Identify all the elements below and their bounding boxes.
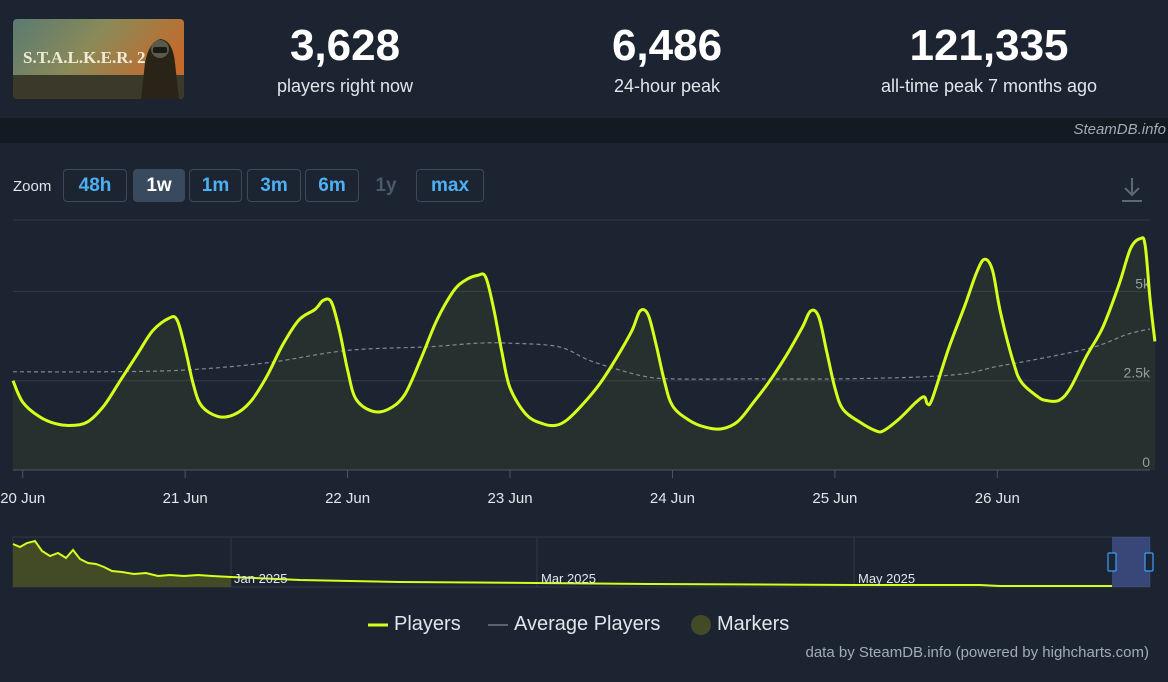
- zoom-1y-button: 1y: [375, 175, 397, 196]
- legend-markers-swatch: [691, 614, 711, 635]
- current-players-value: 3,628: [289, 21, 401, 70]
- zoom-label: Zoom: [13, 178, 52, 195]
- game-capsule-image[interactable]: S.T.A.L.K.E.R. 2: [13, 19, 184, 99]
- navigator-label-mar: Mar 2025: [541, 571, 596, 586]
- navigator-label-may: May 2025: [858, 571, 915, 586]
- x-tick-label-4: 24 Jun: [650, 490, 695, 507]
- navigator-line: [12, 539, 1112, 587]
- all-time-peak-value: 121,335: [909, 21, 1069, 70]
- zoom-3m-button[interactable]: 3m: [247, 169, 301, 202]
- 24h-peak-label: 24-hour peak: [613, 76, 721, 96]
- stat-current-players: 3,628 players right now: [260, 22, 430, 98]
- navigator-handle-left[interactable]: [1107, 552, 1117, 572]
- game-logo-text: S.T.A.L.K.E.R. 2: [23, 48, 146, 67]
- legend-average-players[interactable]: Average Players: [488, 613, 660, 636]
- legend-players-swatch: [368, 623, 388, 627]
- x-axis: 20 Jun 21 Jun 22 Jun 23 Jun 24 Jun 25 Jun 26 J…: [0, 470, 1020, 507]
- chart-credit[interactable]: data by SteamDB.info (powered by highcha…: [805, 644, 1150, 661]
- legend-average-swatch: [488, 624, 508, 626]
- y-tick-label-0: 0: [1142, 454, 1150, 470]
- x-tick-label-6: 26 Jun: [975, 490, 1020, 507]
- x-tick-label-5: 25 Jun: [812, 490, 857, 507]
- legend-average-label: Average Players: [514, 613, 661, 635]
- zoom-48h-button[interactable]: 48h: [63, 169, 127, 202]
- current-players-label: players right now: [276, 76, 414, 96]
- download-icon[interactable]: [1120, 176, 1144, 204]
- stat-all-time-peak: 121,335 all-time peak 7 months ago: [869, 22, 1109, 98]
- x-tick-label-0: 20 Jun: [0, 490, 45, 507]
- all-time-peak-label: all-time peak 7 months ago: [880, 76, 1098, 96]
- game-capsule-art: S.T.A.L.K.E.R. 2: [13, 19, 184, 99]
- header: S.T.A.L.K.E.R. 2 3,628 players right now…: [0, 0, 1168, 118]
- 24h-peak-value: 6,486: [611, 21, 723, 70]
- x-tick-label-2: 22 Jun: [325, 490, 370, 507]
- stat-24h-peak: 6,486 24-hour peak: [582, 22, 752, 98]
- legend-players[interactable]: Players: [368, 613, 461, 636]
- players-line[interactable]: [11, 236, 1157, 434]
- navigator[interactable]: Jan 2025 Mar 2025 May 2025: [12, 536, 1154, 588]
- zoom-1w-button[interactable]: 1w: [133, 169, 185, 202]
- legend-players-label: Players: [394, 613, 461, 635]
- navigator-label-jan: Jan 2025: [234, 571, 288, 586]
- zoom-6m-button[interactable]: 6m: [305, 169, 359, 202]
- y-tick-label-2.5k: 2.5k: [1124, 365, 1151, 381]
- x-tick-label-1: 21 Jun: [163, 490, 208, 507]
- header-divider-strip: [0, 118, 1168, 143]
- players-area: [13, 237, 1155, 470]
- x-tick-label-3: 23 Jun: [488, 490, 533, 507]
- zoom-max-button[interactable]: max: [416, 169, 484, 202]
- legend-markers-label: Markers: [717, 613, 790, 635]
- zoom-1m-button[interactable]: 1m: [189, 169, 242, 202]
- steamdb-credit[interactable]: SteamDB.info: [1073, 121, 1166, 138]
- legend-markers[interactable]: Markers: [691, 613, 789, 636]
- chart-grid: [13, 219, 1150, 471]
- navigator-area: [13, 541, 231, 587]
- navigator-handle-right[interactable]: [1144, 552, 1154, 572]
- navigator-selection[interactable]: [1112, 537, 1150, 587]
